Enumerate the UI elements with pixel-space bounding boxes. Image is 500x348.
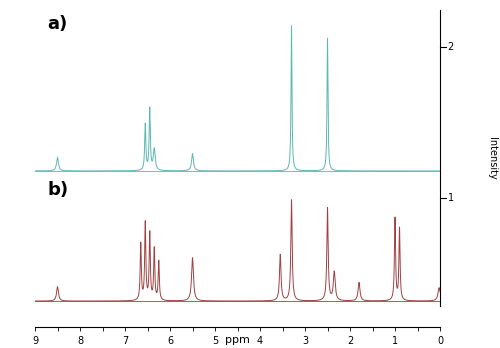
Text: 2: 2	[448, 42, 454, 53]
Text: ppm: ppm	[225, 334, 250, 345]
Text: *: *	[286, 0, 298, 7]
Text: Intensity: Intensity	[488, 137, 498, 180]
Text: 1: 1	[448, 193, 454, 203]
Text: b): b)	[47, 181, 68, 199]
Text: a): a)	[47, 15, 68, 33]
Text: *: *	[322, 0, 334, 7]
